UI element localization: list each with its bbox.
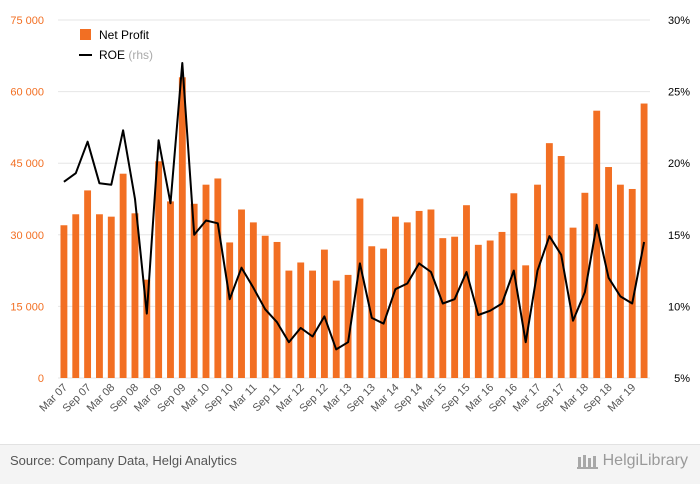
bar: [273, 241, 281, 378]
bar: [368, 246, 376, 378]
bar: [380, 248, 388, 378]
bar: [356, 198, 364, 378]
bar: [309, 270, 316, 378]
helgi-library-logo[interactable]: HelgiLibrary: [576, 452, 688, 470]
y-left-tick-label: 15 000: [10, 301, 44, 313]
bar: [285, 270, 293, 378]
bar: [569, 227, 577, 378]
bar: [84, 190, 92, 378]
bar: [119, 173, 127, 378]
bar: [297, 262, 305, 378]
bar: [167, 201, 174, 378]
roe-line: [63, 62, 646, 351]
bar: [131, 213, 139, 378]
bar: [238, 209, 245, 378]
y-left-tick-label: 0: [38, 373, 44, 385]
bar: [320, 249, 328, 378]
bar: [214, 178, 222, 378]
bar: [72, 214, 80, 378]
bar: [545, 143, 553, 378]
y-left-tick-label: 30 000: [10, 230, 44, 242]
legend-swatch-net-profit: [80, 29, 91, 40]
bar: [451, 236, 459, 378]
y-right-tick-label: 20%: [668, 158, 690, 170]
bar: [605, 167, 612, 378]
bar: [439, 238, 447, 378]
bar: [392, 216, 399, 378]
legend-label-roe-suffix: (rhs): [128, 48, 153, 62]
y-left-tick-label: 45 000: [10, 158, 44, 170]
bar: [534, 184, 541, 378]
y-right-tick-label: 10%: [668, 301, 690, 313]
y-right-tick-label: 5%: [674, 373, 690, 385]
combo-chart: 0 15 000 30 000 45 000 60 000 75 000 5% 10% 15% 2…: [10, 15, 690, 415]
bar: [486, 240, 494, 378]
bar: [403, 222, 411, 378]
bar: [143, 279, 151, 378]
legend-label-net-profit: Net Profit: [99, 28, 150, 42]
bar: [640, 103, 648, 379]
bar: [190, 203, 198, 378]
bar: [427, 209, 435, 378]
chart-area: 0 15 000 30 000 45 000 60 000 75 000 5% 10% 15% 2…: [10, 15, 690, 415]
footer: Source: Company Data, Helgi Analytics He…: [0, 444, 700, 484]
bar: [332, 280, 340, 378]
bar: [202, 184, 210, 378]
bar: [522, 265, 530, 378]
y-left-tick-label: 75 000: [10, 15, 44, 27]
y-left-tick-label: 60 000: [10, 87, 44, 99]
source-note: Source: Company Data, Helgi Analytics: [10, 453, 237, 468]
bar: [96, 214, 103, 378]
bar: [60, 225, 68, 378]
bar: [226, 242, 234, 378]
bar: [261, 235, 269, 378]
bar: [249, 222, 257, 378]
bar: [463, 205, 470, 378]
y-right-tick-label: 30%: [668, 15, 690, 27]
bar: [593, 110, 601, 379]
legend-label-roe: ROE (rhs): [99, 48, 153, 62]
logo-text: HelgiLibrary: [602, 452, 688, 469]
bar: [557, 156, 565, 378]
bar: [344, 274, 352, 378]
bar: [510, 193, 518, 378]
bar: [581, 192, 589, 378]
bar: [178, 77, 186, 378]
bar: [415, 210, 423, 378]
bar: [107, 216, 115, 378]
library-icon: [576, 455, 598, 469]
bar: [498, 231, 506, 378]
bar: [628, 188, 636, 378]
bar: [616, 184, 624, 378]
y-right-tick-label: 15%: [668, 230, 690, 242]
bar: [155, 161, 163, 378]
y-right-tick-label: 25%: [668, 87, 690, 99]
